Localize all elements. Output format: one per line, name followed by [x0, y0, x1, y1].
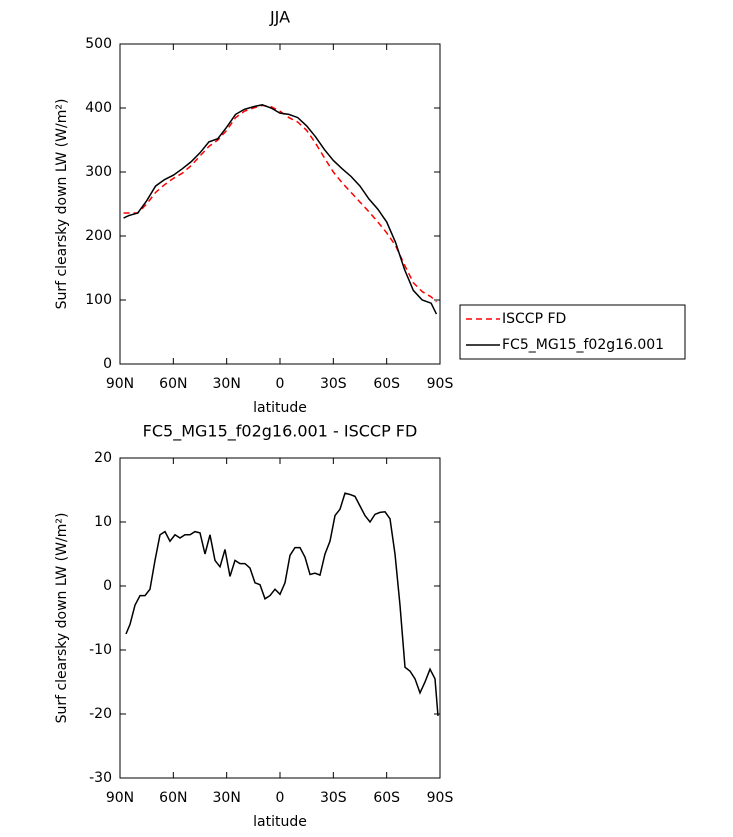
x-tick-label: 90S [427, 376, 454, 392]
data-line [125, 492, 439, 716]
legend-label: ISCCP FD [502, 311, 566, 327]
x-tick-label: 60N [159, 790, 187, 806]
y-tick-label: -10 [89, 642, 112, 658]
y-axis-label: Surf clearsky down LW (W/m²) [54, 513, 70, 724]
y-tick-label: 400 [85, 100, 112, 116]
x-tick-label: 60N [159, 376, 187, 392]
chart-title: JJA [269, 8, 290, 27]
panel: FC5_MG15_f02g16.001 - ISCCP FD -30 -20 -10 0… [54, 422, 453, 831]
x-tick-label: 0 [276, 790, 285, 806]
x-axis-label: latitude [253, 400, 307, 416]
x-tick-label: 90N [106, 790, 134, 806]
panel: JJA 0 100 200 300 400 500 90N 60N 30N 0 30S 60S 90S la… [54, 8, 686, 416]
data-line [123, 104, 437, 303]
x-axis-label: latitude [253, 814, 307, 830]
y-tick-label: 200 [85, 228, 112, 244]
y-tick-label: 100 [85, 292, 112, 308]
x-tick-label: 30S [320, 790, 347, 806]
y-tick-label: -30 [89, 770, 112, 786]
x-tick-label: 30N [213, 790, 241, 806]
y-tick-label: -20 [89, 706, 112, 722]
x-tick-label: 60S [373, 790, 400, 806]
data-line [123, 104, 438, 315]
plot-frame [119, 457, 441, 779]
legend-box [459, 304, 686, 360]
chart-title: FC5_MG15_f02g16.001 - ISCCP FD [143, 422, 418, 442]
y-tick-label: 0 [103, 356, 112, 372]
y-tick-label: 500 [85, 36, 112, 52]
x-tick-label: 60S [373, 376, 400, 392]
x-tick-label: 90S [427, 790, 454, 806]
y-axis-label: Surf clearsky down LW (W/m²) [54, 99, 70, 310]
x-tick-label: 30S [320, 376, 347, 392]
y-tick-label: 300 [85, 164, 112, 180]
legend-label: FC5_MG15_f02g16.001 [502, 337, 664, 353]
x-tick-label: 30N [213, 376, 241, 392]
y-tick-label: 20 [94, 450, 112, 466]
y-tick-label: 0 [103, 578, 112, 594]
x-tick-label: 90N [106, 376, 134, 392]
y-tick-label: 10 [94, 514, 112, 530]
x-tick-label: 0 [276, 376, 285, 392]
plot-frame [119, 43, 441, 365]
